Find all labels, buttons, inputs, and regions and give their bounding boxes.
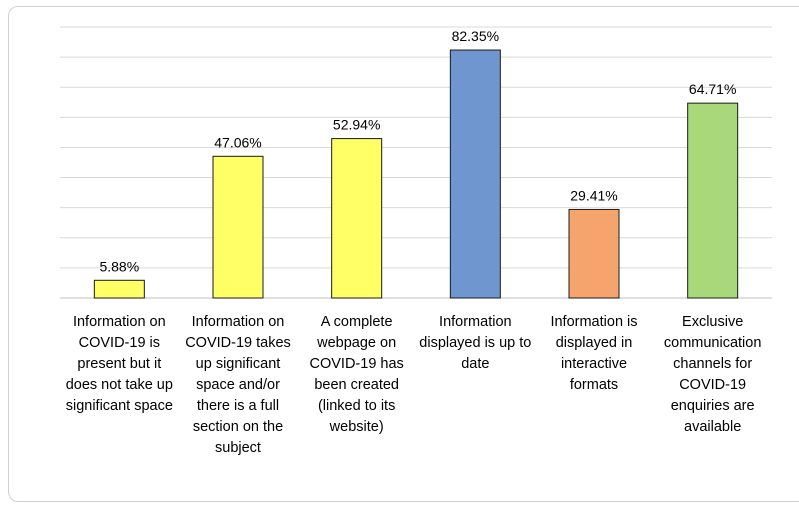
- bar: [331, 138, 383, 299]
- bar: [568, 208, 620, 299]
- x-tick-label: Information on COVID-19 is present but i…: [65, 314, 173, 414]
- chart-frame: [8, 6, 799, 502]
- data-label: 82.35%: [452, 28, 499, 44]
- bar: [449, 49, 501, 299]
- x-tick-label: Information displayed is up to date: [419, 314, 532, 372]
- data-label: 5.88%: [99, 258, 139, 274]
- x-tick-label: Exclusive communication channels for COV…: [663, 314, 762, 435]
- x-tick-label: A complete webpage on COVID-19 has been …: [309, 314, 404, 435]
- bar: [687, 102, 739, 299]
- data-label: 29.41%: [570, 187, 617, 203]
- bar: [212, 155, 264, 299]
- bar: [93, 279, 145, 299]
- data-label: 64.71%: [689, 81, 736, 97]
- x-tick-label: Information is displayed in interactive …: [550, 314, 638, 393]
- data-label: 52.94%: [333, 117, 380, 133]
- x-tick-label: Information on COVID-19 takes up signifi…: [185, 314, 291, 456]
- data-label: 47.06%: [214, 134, 261, 150]
